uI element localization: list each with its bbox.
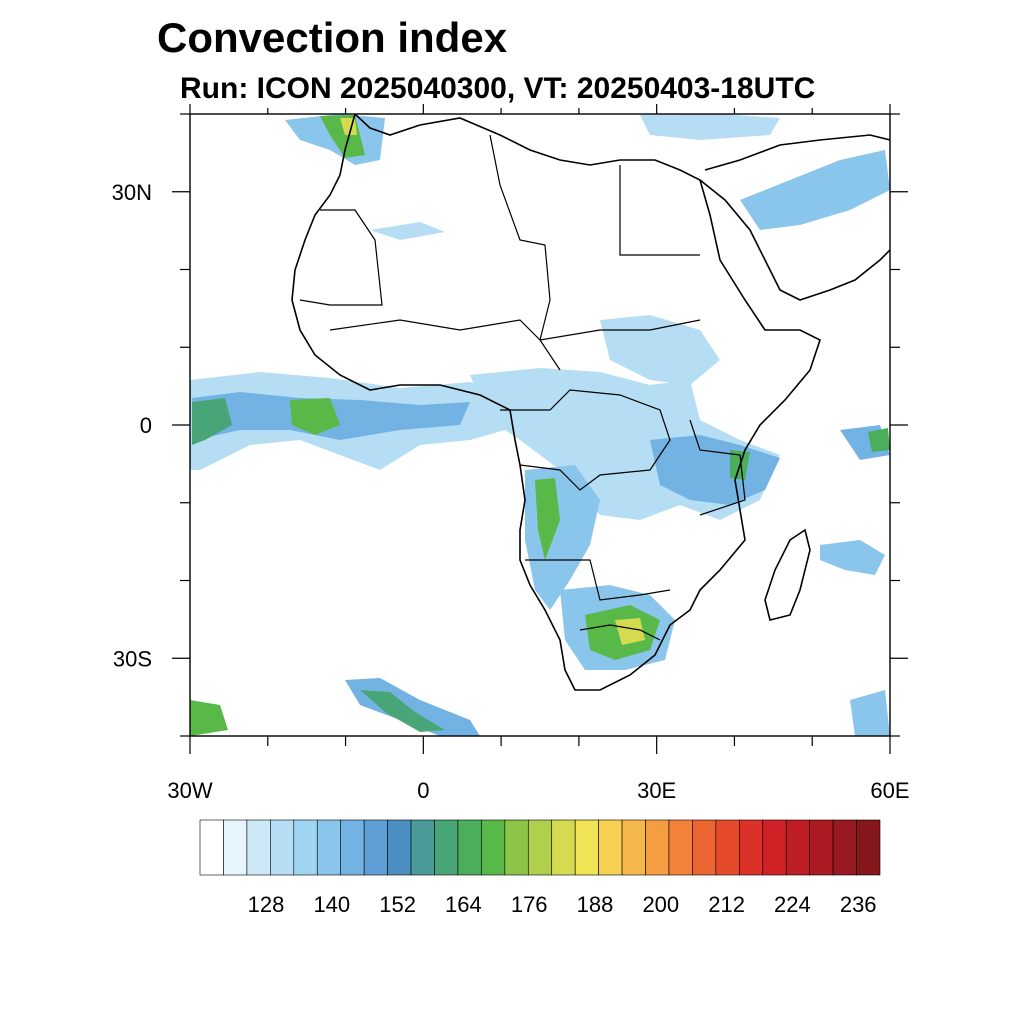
x-tick-label: 0 xyxy=(417,778,429,803)
colorbar-labels: 128 140 152 164 176 188 200 212 224 236 xyxy=(248,892,877,917)
colorbar-swatch xyxy=(739,819,764,876)
y-tick-label: 30S xyxy=(113,646,152,671)
border-south-1 xyxy=(525,559,671,601)
chart-title: Convection index xyxy=(157,14,508,61)
shade-southern-green xyxy=(360,690,445,732)
colorbar-swatch xyxy=(387,819,412,876)
colorbar-swatch xyxy=(762,819,787,876)
colorbar-label: 176 xyxy=(511,892,548,917)
shade-sw-corner xyxy=(190,700,228,736)
red-sea-east xyxy=(704,134,890,171)
border-north-2 xyxy=(619,165,700,256)
axis-ticks: 30W 0 30E 60E 30N 0 30S xyxy=(112,104,910,803)
border-east xyxy=(689,419,746,516)
colorbar-label: 164 xyxy=(445,892,482,917)
border-north-1 xyxy=(489,134,561,371)
colorbar-swatch xyxy=(293,819,318,876)
colorbar-label: 140 xyxy=(313,892,350,917)
colorbar-swatch xyxy=(457,819,482,876)
border-north-3 xyxy=(299,209,383,306)
coastlines xyxy=(291,114,890,691)
x-tick-label: 30W xyxy=(167,778,212,803)
colorbar-swatch xyxy=(574,819,599,876)
shade-atlantic-green2 xyxy=(290,398,340,435)
border-sahel xyxy=(329,319,701,341)
shade-arabia xyxy=(740,150,890,230)
colorbar-swatch xyxy=(809,819,834,876)
shade-indian-green xyxy=(868,428,890,452)
colorbar-swatch xyxy=(598,819,623,876)
colorbar-swatch xyxy=(668,819,693,876)
madagascar xyxy=(764,528,811,621)
colorbar-swatch xyxy=(715,819,740,876)
shade-indian-ocean xyxy=(820,540,885,575)
colorbar-swatch xyxy=(246,819,271,876)
colorbar-label: 200 xyxy=(642,892,679,917)
colorbar-swatch xyxy=(504,819,529,876)
chart-subtitle: Run: ICON 2025040300, VT: 20250403-18UTC xyxy=(180,72,816,105)
arabia-coast xyxy=(699,179,890,301)
shade-namibia-green xyxy=(535,478,560,560)
shade-sahara xyxy=(370,222,445,240)
colorbar-swatch xyxy=(481,819,506,876)
border-south-2 xyxy=(579,624,661,641)
shade-atlantic-green xyxy=(192,398,232,445)
colorbar-swatch xyxy=(410,819,435,876)
y-tick-label: 30N xyxy=(112,180,152,205)
shade-se-corner xyxy=(850,690,890,736)
colorbar-swatch xyxy=(270,819,295,876)
colorbar-swatch xyxy=(434,819,459,876)
colorbar-label: 188 xyxy=(577,892,614,917)
colorbar-label: 152 xyxy=(379,892,416,917)
convection-shading xyxy=(190,114,890,736)
colorbar-swatch xyxy=(621,819,646,876)
colorbar-label: 236 xyxy=(840,892,877,917)
colorbar-swatch xyxy=(785,819,810,876)
colorbar-swatch xyxy=(645,819,670,876)
colorbar-swatch xyxy=(551,819,576,876)
x-tick-label: 30E xyxy=(637,778,676,803)
colorbar-label: 128 xyxy=(248,892,285,917)
colorbar-swatch xyxy=(316,819,341,876)
colorbar xyxy=(199,819,881,876)
shade-med xyxy=(640,114,780,140)
colorbar-swatch xyxy=(223,819,248,876)
colorbar-swatch xyxy=(363,819,388,876)
colorbar-swatch xyxy=(340,819,365,876)
y-tick-label: 0 xyxy=(140,413,152,438)
colorbar-swatch xyxy=(692,819,717,876)
border-central xyxy=(500,389,671,491)
colorbar-label: 212 xyxy=(708,892,745,917)
country-borders xyxy=(299,134,746,641)
x-tick-label: 60E xyxy=(870,778,909,803)
colorbar-swatch xyxy=(199,819,224,876)
colorbar-swatch xyxy=(856,819,881,876)
africa-coastline xyxy=(291,114,821,691)
colorbar-swatch xyxy=(832,819,857,876)
colorbar-swatch xyxy=(527,819,553,876)
shade-ethiopia xyxy=(600,315,720,385)
colorbar-label: 224 xyxy=(774,892,811,917)
shade-south-africa-yellow xyxy=(615,618,645,645)
